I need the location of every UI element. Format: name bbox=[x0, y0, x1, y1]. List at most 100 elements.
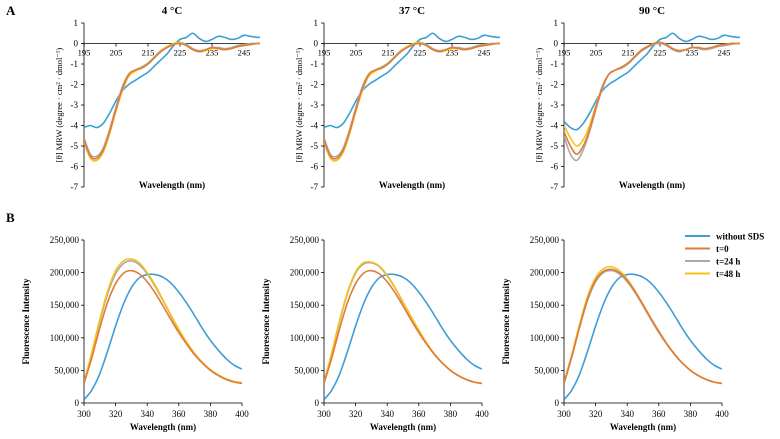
y-tick-label: 100,000 bbox=[530, 333, 560, 343]
x-tick-label: 235 bbox=[206, 48, 219, 58]
x-tick-label: 245 bbox=[718, 48, 731, 58]
legend: without SDS t=0 t=24 h t=48 h bbox=[685, 232, 764, 279]
x-tick-label: 235 bbox=[686, 48, 699, 58]
x-tick-label: 400 bbox=[715, 409, 729, 419]
chart-title: 37 °C bbox=[399, 5, 425, 17]
x-tick-label: 195 bbox=[318, 48, 331, 58]
series-line-t-0 bbox=[324, 269, 482, 385]
y-tick-label: -4 bbox=[551, 121, 559, 131]
series-line-t-0 bbox=[324, 42, 500, 160]
series-line-t-24-h bbox=[564, 269, 722, 385]
y-tick-label: -3 bbox=[551, 100, 559, 110]
x-tick-label: 360 bbox=[652, 409, 666, 419]
series-line-t-0 bbox=[564, 268, 722, 385]
x-tick-label: 320 bbox=[349, 409, 363, 419]
y-tick-label: -4 bbox=[71, 121, 79, 131]
series-line-t-48-h bbox=[564, 265, 722, 385]
y-tick-label: 150,000 bbox=[530, 300, 560, 310]
x-tick-label: 235 bbox=[446, 48, 459, 58]
series-line-without-sds bbox=[564, 32, 740, 131]
y-axis-title: [θ] MRW (degree · cm² · dmol⁻¹) bbox=[294, 48, 304, 163]
y-tick-label: -5 bbox=[311, 141, 319, 151]
y-tick-label: -5 bbox=[551, 141, 559, 151]
chart-title: 90 °C bbox=[639, 5, 665, 17]
y-tick-label: -6 bbox=[311, 162, 319, 172]
y-tick-label: 1 bbox=[74, 18, 79, 28]
y-tick-label: -2 bbox=[71, 80, 79, 90]
legend-label: t=24 h bbox=[716, 257, 740, 267]
x-tick-label: 205 bbox=[590, 48, 603, 58]
series-line-without-sds bbox=[84, 32, 260, 129]
y-tick-label: 0 bbox=[554, 39, 559, 49]
legend-label: without SDS bbox=[716, 232, 764, 242]
y-tick-label: -1 bbox=[71, 59, 79, 69]
x-tick-label: 245 bbox=[238, 48, 251, 58]
x-tick-label: 340 bbox=[380, 409, 394, 419]
y-tick-label: 1 bbox=[554, 18, 559, 28]
y-tick-label: -1 bbox=[551, 59, 559, 69]
series-line-t-24-h bbox=[324, 261, 482, 385]
y-tick-label: -7 bbox=[71, 182, 79, 192]
x-tick-label: 380 bbox=[444, 409, 458, 419]
panel-a-label: A bbox=[6, 3, 16, 18]
x-tick-label: 245 bbox=[478, 48, 491, 58]
series-line-t-24-h bbox=[324, 41, 500, 158]
y-tick-label: -6 bbox=[71, 162, 79, 172]
legend-label: t=48 h bbox=[716, 269, 740, 279]
x-tick-label: 225 bbox=[414, 48, 427, 58]
x-tick-label: 300 bbox=[317, 409, 331, 419]
y-tick-label: -7 bbox=[311, 182, 319, 192]
y-tick-label: 50,000 bbox=[54, 365, 79, 375]
y-tick-label: -3 bbox=[71, 100, 79, 110]
y-axis-title: [θ] MRW (degree · cm² · dmol⁻¹) bbox=[534, 48, 544, 163]
y-tick-label: 0 bbox=[555, 398, 560, 408]
chart-fl_4: 0 50,000 100,000 150,000 200,000 250,000 300 32… bbox=[21, 235, 249, 432]
panel-b-label: B bbox=[6, 210, 15, 225]
x-tick-label: 205 bbox=[350, 48, 363, 58]
series-line-t-24-h bbox=[84, 41, 260, 158]
y-tick-label: 250,000 bbox=[290, 235, 320, 245]
series-line-without-sds bbox=[84, 273, 242, 401]
chart-cd_90: 90 °C 1 0 -1 -2 -3 -4 -5 -6 -7 195 205 215 225 235 245 W… bbox=[534, 5, 740, 192]
series-line-t-48-h bbox=[84, 41, 260, 162]
x-tick-label: 380 bbox=[684, 409, 698, 419]
series-line-t-24-h bbox=[564, 42, 740, 162]
series-line-without-sds bbox=[324, 32, 500, 129]
series-line-without-sds bbox=[324, 273, 482, 401]
chart-title: 4 °C bbox=[162, 5, 183, 17]
y-tick-label: -2 bbox=[551, 80, 559, 90]
x-tick-label: 225 bbox=[174, 48, 187, 58]
y-tick-label: 200,000 bbox=[530, 268, 560, 278]
x-tick-label: 205 bbox=[110, 48, 123, 58]
y-tick-label: -7 bbox=[551, 182, 559, 192]
y-tick-label: 200,000 bbox=[290, 268, 320, 278]
x-tick-label: 380 bbox=[204, 409, 218, 419]
x-axis-title: Wavelength (nm) bbox=[139, 180, 205, 190]
y-tick-label: 0 bbox=[315, 398, 320, 408]
y-tick-label: 50,000 bbox=[294, 365, 319, 375]
series-line-t-48-h bbox=[324, 260, 482, 385]
x-tick-label: 320 bbox=[109, 409, 123, 419]
chart-cd_37: 37 °C 1 0 -1 -2 -3 -4 -5 -6 -7 195 205 215 225 235 245 W… bbox=[294, 5, 500, 192]
x-tick-label: 400 bbox=[235, 409, 249, 419]
x-tick-label: 300 bbox=[557, 409, 571, 419]
y-tick-label: 250,000 bbox=[530, 235, 560, 245]
x-tick-label: 195 bbox=[558, 48, 571, 58]
y-tick-label: 250,000 bbox=[50, 235, 80, 245]
series-line-without-sds bbox=[564, 273, 722, 401]
series-line-t-48-h bbox=[324, 41, 500, 162]
x-tick-label: 400 bbox=[475, 409, 489, 419]
x-tick-label: 215 bbox=[142, 48, 155, 58]
x-axis-title: Wavelength (nm) bbox=[619, 180, 685, 190]
x-tick-label: 340 bbox=[620, 409, 634, 419]
x-tick-label: 215 bbox=[622, 48, 635, 58]
y-tick-label: -6 bbox=[551, 162, 559, 172]
y-tick-label: 100,000 bbox=[50, 333, 80, 343]
series-line-t-0 bbox=[84, 269, 242, 385]
chart-fl_37: 0 50,000 100,000 150,000 200,000 250,000 300 32… bbox=[261, 235, 489, 432]
y-tick-label: 1 bbox=[314, 18, 319, 28]
x-tick-label: 360 bbox=[172, 409, 186, 419]
chart-fl_90: 0 50,000 100,000 150,000 200,000 250,000 300 32… bbox=[501, 235, 729, 432]
x-axis-title: Wavelength (nm) bbox=[610, 422, 676, 432]
